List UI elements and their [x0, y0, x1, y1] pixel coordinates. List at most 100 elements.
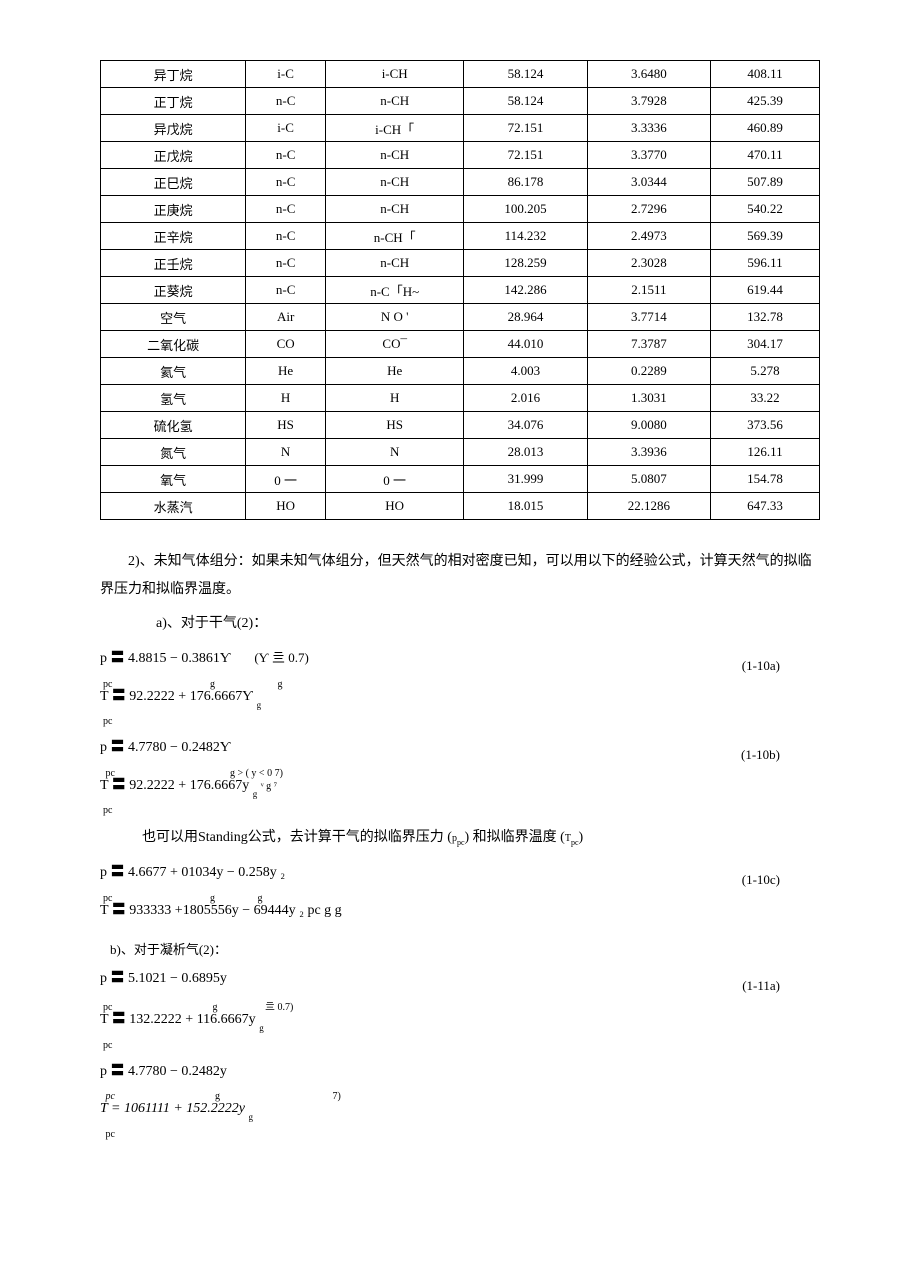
- eq-tail: ᵛ g ⁷: [261, 781, 277, 792]
- table-cell: 33.22: [711, 385, 820, 412]
- table-cell: 128.259: [464, 250, 587, 277]
- table-body: 异丁烷i-Ci-CH58.1243.6480408.11正丁烷n-Cn-CH58…: [101, 61, 820, 520]
- table-cell: 异戊烷: [101, 115, 246, 142]
- table-cell: 3.3770: [587, 142, 710, 169]
- table-cell: 58.124: [464, 88, 587, 115]
- table-cell: 正戊烷: [101, 142, 246, 169]
- table-cell: 507.89: [711, 169, 820, 196]
- equation-1-10a: p 〓 4.8815 − 0.3861Ƴ (Ƴ 亖 0.7) pc g g T …: [100, 646, 820, 721]
- table-row: 异戊烷i-Ci-CH「72.1513.3336460.89: [101, 115, 820, 142]
- text-fragment: ) 和拟临界温度 (: [465, 830, 565, 845]
- table-cell: 569.39: [711, 223, 820, 250]
- table-cell: n-C: [246, 277, 326, 304]
- table-cell: n-CH: [326, 169, 464, 196]
- eq-text: T 〓 933333 +1805556y − 69444y ₂ pc g g: [100, 903, 342, 918]
- table-cell: 3.7714: [587, 304, 710, 331]
- symbol-pc: pc: [457, 838, 465, 847]
- para-standing: 也可以用Standing公式，去计算干气的拟临界压力 (ppc) 和拟临界温度 …: [100, 824, 820, 852]
- table-cell: Air: [246, 304, 326, 331]
- equation-number: (1-10c): [742, 872, 780, 888]
- table-cell: 142.286: [464, 277, 587, 304]
- table-row: 正戊烷n-Cn-CH72.1513.3770470.11: [101, 142, 820, 169]
- subscript-line: pc g g: [98, 893, 818, 904]
- table-cell: 空气: [101, 304, 246, 331]
- table-cell: 正壬烷: [101, 250, 246, 277]
- table-cell: 7.3787: [587, 331, 710, 358]
- table-row: 异丁烷i-Ci-CH58.1243.6480408.11: [101, 61, 820, 88]
- table-cell: H: [246, 385, 326, 412]
- table-row: 正辛烷n-Cn-CH「114.2322.4973569.39: [101, 223, 820, 250]
- table-cell: 2.4973: [587, 223, 710, 250]
- table-cell: n-C: [246, 196, 326, 223]
- table-cell: He: [246, 358, 326, 385]
- table-cell: 3.6480: [587, 61, 710, 88]
- table-cell: n-CH「: [326, 223, 464, 250]
- subscript-pc: pc g g: [98, 679, 818, 690]
- table-cell: 氢气: [101, 385, 246, 412]
- table-cell: 2.3028: [587, 250, 710, 277]
- table-cell: 异丁烷: [101, 61, 246, 88]
- table-cell: 3.7928: [587, 88, 710, 115]
- table-cell: 3.0344: [587, 169, 710, 196]
- table-cell: n-C: [246, 88, 326, 115]
- table-row: 二氧化碳COCO¯44.0107.3787304.17: [101, 331, 820, 358]
- eq-text: p 〓 4.6677 + 01034y − 0.258y ₂: [100, 865, 285, 880]
- table-cell: 31.999: [464, 466, 587, 493]
- table-cell: 28.964: [464, 304, 587, 331]
- table-cell: n-CH: [326, 142, 464, 169]
- equation-last: p 〓 4.7780 − 0.2482y pc g 7) T = 1061111…: [100, 1059, 820, 1134]
- table-cell: CO¯: [326, 331, 464, 358]
- eq-text: p 〓 4.8815 − 0.3861Ƴ: [100, 651, 231, 666]
- table-cell: HO: [326, 493, 464, 520]
- table-cell: 正庚烷: [101, 196, 246, 223]
- eq-text: T 〓 92.2222 + 176.6667Ƴ: [100, 689, 253, 704]
- table-cell: HS: [326, 412, 464, 439]
- table-cell: CO: [246, 331, 326, 358]
- subscript-pc: pc: [98, 805, 818, 816]
- table-cell: 647.33: [711, 493, 820, 520]
- table-cell: 44.010: [464, 331, 587, 358]
- eq-condition: g > ( y < 0 7): [230, 768, 283, 779]
- table-row: 空气AirN O '28.9643.7714132.78: [101, 304, 820, 331]
- table-row: 正壬烷n-Cn-CH128.2592.3028596.11: [101, 250, 820, 277]
- table-cell: 氧气: [101, 466, 246, 493]
- table-cell: 100.205: [464, 196, 587, 223]
- table-row: 水蒸汽HOHO18.01522.1286647.33: [101, 493, 820, 520]
- table-cell: 0 一: [326, 466, 464, 493]
- table-cell: N: [246, 439, 326, 466]
- table-cell: H: [326, 385, 464, 412]
- table-cell: 72.151: [464, 142, 587, 169]
- subscript-g: g: [253, 789, 258, 799]
- table-cell: 154.78: [711, 466, 820, 493]
- table-row: 氮气NN28.0133.3936126.11: [101, 439, 820, 466]
- table-cell: 72.151: [464, 115, 587, 142]
- table-cell: 正辛烷: [101, 223, 246, 250]
- table-cell: 正巳烷: [101, 169, 246, 196]
- table-cell: N O ': [326, 304, 464, 331]
- table-cell: 114.232: [464, 223, 587, 250]
- subscript-line: pc g > ( y < 0 7): [98, 768, 818, 779]
- table-cell: 126.11: [711, 439, 820, 466]
- table-row: 氧气0 一0 一31.9995.0807154.78: [101, 466, 820, 493]
- eq-text: T 〓 92.2222 + 176.6667y: [100, 778, 249, 793]
- para-unknown-gas: 2)、未知气体组分：如果未知气体组分，但天然气的相对密度已知，可以用以下的经验公…: [100, 548, 820, 604]
- table-cell: 4.003: [464, 358, 587, 385]
- table-cell: 5.278: [711, 358, 820, 385]
- eq-text: p 〓 4.7780 − 0.2482Ƴ: [100, 740, 231, 755]
- table-cell: n-CH: [326, 250, 464, 277]
- equation-number: (1-10a): [742, 658, 780, 674]
- table-cell: n-C: [246, 250, 326, 277]
- gas-properties-table: 异丁烷i-Ci-CH58.1243.6480408.11正丁烷n-Cn-CH58…: [100, 60, 820, 520]
- equation-1-11a: p 〓 5.1021 − 0.6895y pc g 亖 0.7) T 〓 132…: [100, 966, 820, 1045]
- table-cell: 5.0807: [587, 466, 710, 493]
- eq-text: T = 1061111 + 152.2222y: [100, 1101, 245, 1116]
- table-row: 正丁烷n-Cn-CH58.1243.7928425.39: [101, 88, 820, 115]
- table-row: 氢气HH2.0161.303133.22: [101, 385, 820, 412]
- eq-condition: (Ƴ 亖 0.7): [254, 646, 309, 671]
- table-cell: 硫化氢: [101, 412, 246, 439]
- subscript-line: pc g 亖 0.7): [98, 998, 818, 1013]
- table-cell: 304.17: [711, 331, 820, 358]
- table-cell: 540.22: [711, 196, 820, 223]
- table-cell: 0.2289: [587, 358, 710, 385]
- table-cell: 1.3031: [587, 385, 710, 412]
